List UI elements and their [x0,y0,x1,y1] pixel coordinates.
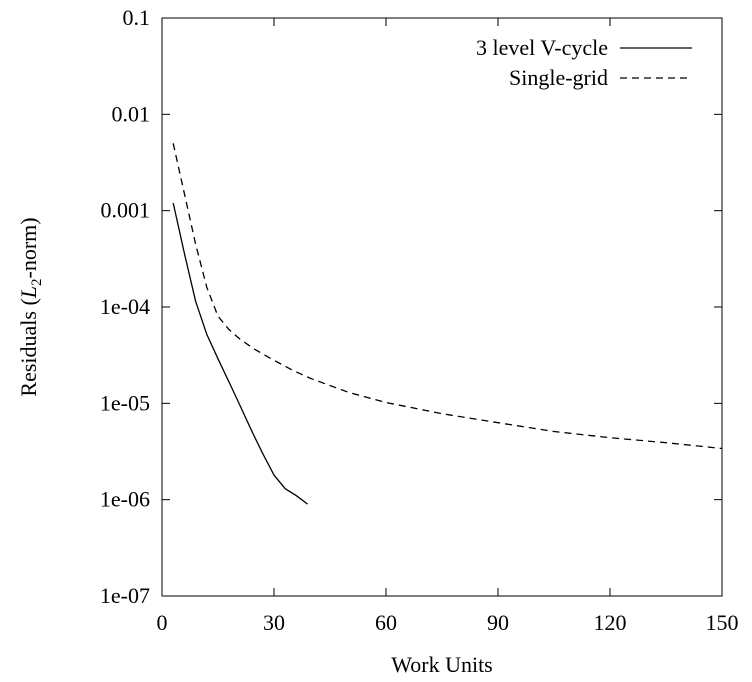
axes: 0 30 60 90 120 150 1e-07 1e-06 1e-05 1e-04 0.001 0.… [16,5,739,677]
y-axis-title-subscript: 2 [29,278,45,286]
legend: 3 level V-cycle Single-grid [476,35,692,90]
x-tick-label: 60 [375,610,397,635]
y-axis-title-suffix: -norm) [16,217,41,278]
series-line-single-grid [172,143,723,450]
legend-label-v-cycle: 3 level V-cycle [476,35,608,60]
series-line-v-cycle [172,202,308,505]
legend-label-single-grid: Single-grid [509,65,608,90]
x-tick-label: 120 [594,610,627,635]
x-tick-label: 30 [263,610,285,635]
y-axis-title: Residuals (L2-norm) [16,217,45,396]
plot-frame [161,17,723,597]
plot-area [172,143,723,505]
y-tick-label: 1e-04 [100,294,150,319]
y-axis-title-variable: L [16,286,41,299]
y-tick-label: 1e-07 [100,583,150,608]
y-tick-label: 1e-06 [100,487,150,512]
y-tick-label: 0.001 [101,198,151,223]
x-tick-label: 150 [706,610,739,635]
y-tick-label: 0.1 [123,5,151,30]
x-axis-title: Work Units [391,652,493,677]
y-tick-label: 1e-05 [100,390,150,415]
x-tick-label: 90 [487,610,509,635]
y-tick-label: 0.01 [112,101,151,126]
y-axis-title-prefix: Residuals ( [16,298,41,396]
x-tick-label: 0 [157,610,168,635]
